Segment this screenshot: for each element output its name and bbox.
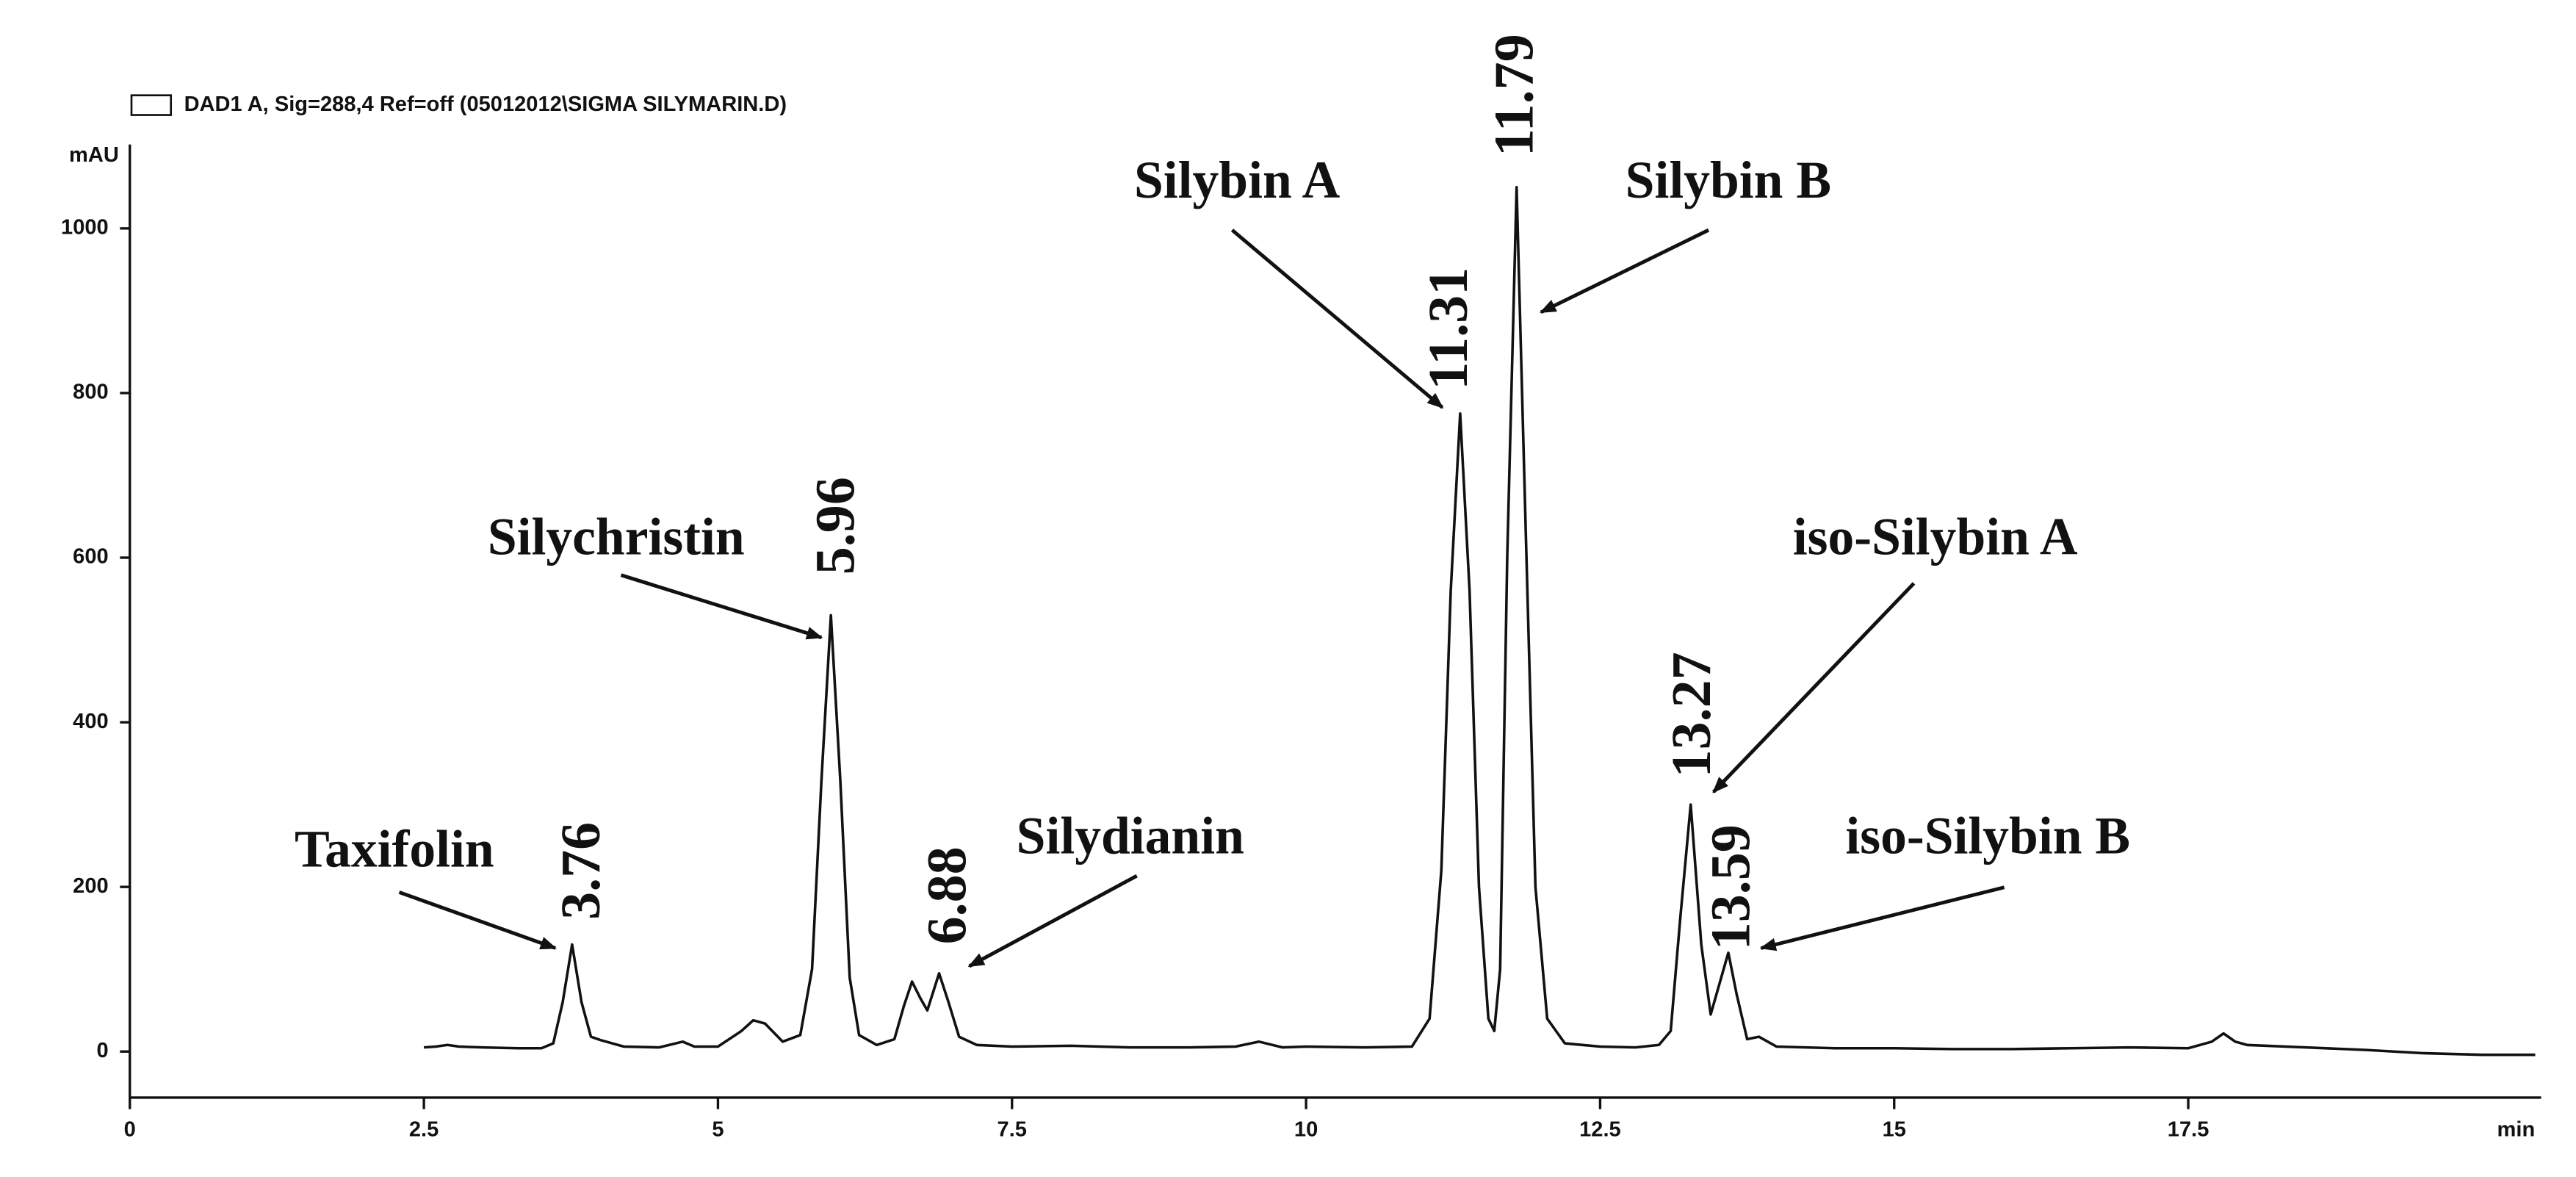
compound-label: iso-Silybin B: [1845, 807, 2130, 865]
peak-label: 13.27: [1661, 652, 1722, 777]
x-tick-label: 15: [1883, 1117, 1906, 1141]
arrow: [398, 890, 558, 950]
y-tick-label: 400: [73, 710, 109, 733]
arrow: [1539, 228, 1710, 314]
arrow: [1759, 885, 2005, 951]
trace: [423, 186, 2536, 1057]
y-tick-label: 0: [97, 1039, 109, 1062]
compound-label: Silydianin: [1017, 807, 1244, 865]
x-tick-label: 2.5: [409, 1117, 439, 1141]
legend-label: DAD1 A, Sig=288,4 Ref=off (05012012\SIGM…: [184, 93, 787, 116]
peak-label: 5.96: [805, 477, 867, 575]
peak-label: 3.76: [550, 822, 612, 920]
arrows: [398, 228, 2005, 968]
x-tick-label: 7.5: [997, 1117, 1027, 1141]
x-tick-label: 0: [124, 1117, 136, 1141]
compound-label: Taxifolin: [295, 820, 494, 878]
x-tick-label: 17.5: [2168, 1117, 2209, 1141]
y-tick-label: 800: [73, 381, 109, 404]
compound-label: Silybin B: [1626, 151, 1831, 209]
x-tick-label: 12.5: [1579, 1117, 1621, 1141]
compound-label: Silybin A: [1134, 151, 1341, 209]
arrow: [1230, 228, 1444, 409]
arrow: [620, 573, 823, 640]
peak-label: 6.88: [917, 846, 978, 944]
y-tick-label: 200: [73, 874, 109, 898]
peak-label: 11.31: [1418, 267, 1479, 390]
peak-label: 13.59: [1700, 824, 1762, 950]
legend-swatch: [130, 94, 173, 116]
x-tick-label: 5: [712, 1117, 724, 1141]
compound-label: Silychristin: [488, 508, 745, 566]
x-axis-label: min: [2497, 1117, 2536, 1141]
compound-label: iso-Silybin A: [1793, 508, 2078, 566]
y-tick-label: 1000: [61, 216, 109, 240]
arrow: [1711, 582, 1916, 793]
arrow: [967, 874, 1138, 968]
peak-label: 11.79: [1483, 34, 1545, 156]
y-tick-label: 600: [73, 545, 109, 569]
x-tick-label: 10: [1294, 1117, 1318, 1141]
y-axis-label: mAU: [69, 143, 119, 167]
